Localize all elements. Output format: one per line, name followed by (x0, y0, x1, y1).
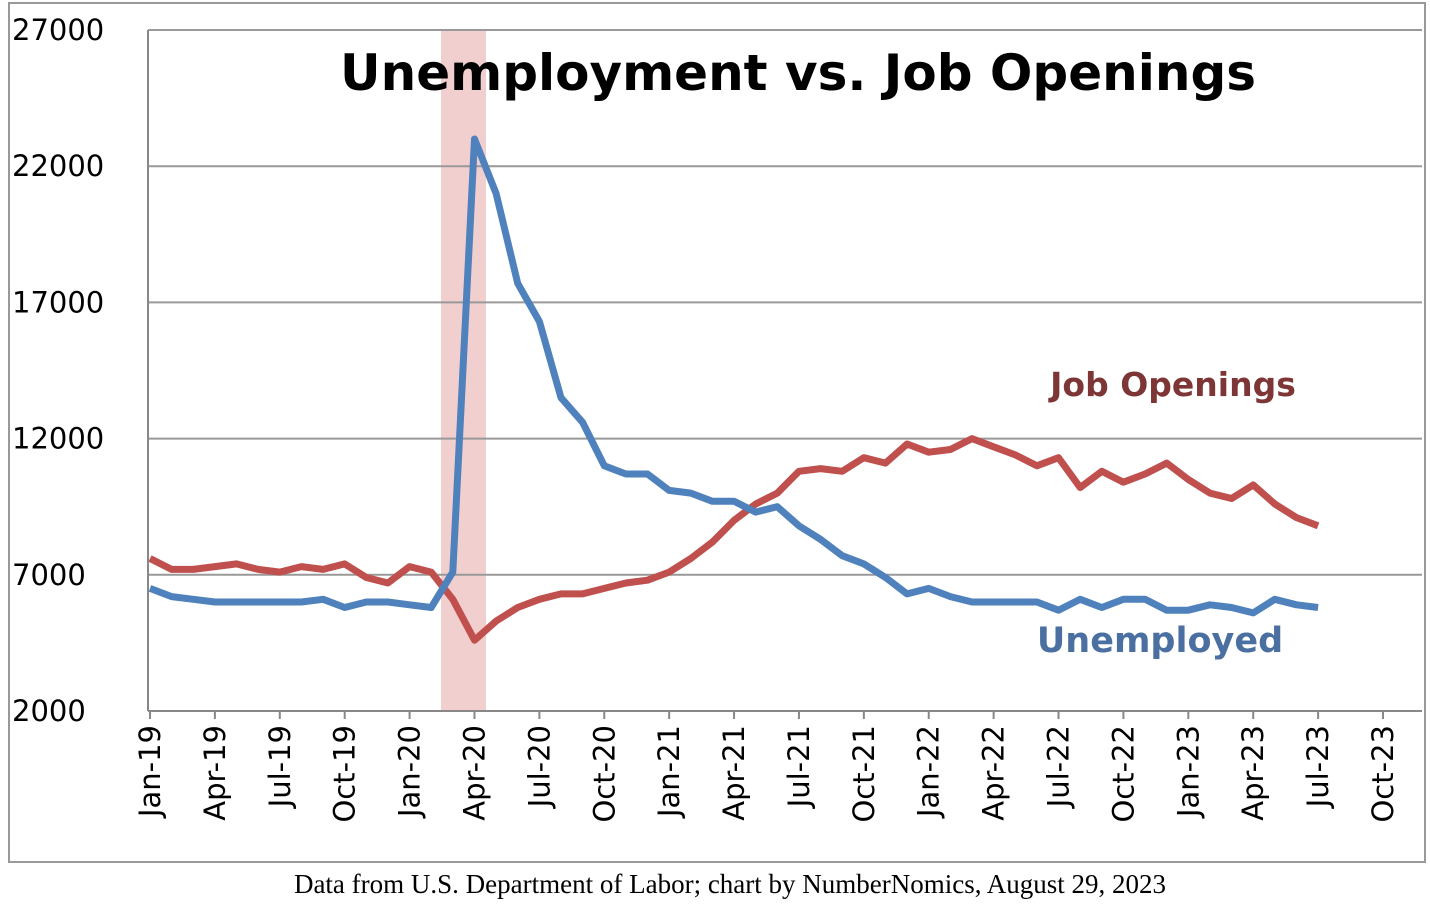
series-line (148, 435, 1320, 644)
x-tick-label: Apr-19 (198, 725, 232, 821)
x-tick-label: Apr-22 (977, 725, 1011, 821)
x-tick-label: Jul-21 (782, 725, 816, 809)
x-tick-label: Apr-21 (717, 725, 751, 821)
caption: Data from U.S. Department of Labor; char… (294, 869, 1166, 899)
lines (148, 135, 1320, 644)
x-tick-label: Jan-22 (912, 725, 946, 819)
x-tick-label: Oct-20 (587, 725, 621, 823)
chart-title: Unemployment vs. Job Openings (340, 44, 1256, 102)
x-tick-label: Oct-19 (328, 725, 362, 823)
x-tick-label: Jul-23 (1301, 725, 1335, 809)
y-tick-label: 17000 (12, 285, 104, 319)
annotation: Unemployed (1037, 621, 1283, 661)
x-tick-label: Apr-20 (457, 725, 491, 821)
x-tick-label: Jul-19 (263, 725, 297, 809)
y-tick-label: 7000 (12, 558, 86, 592)
x-tick-label: Jul-22 (1042, 725, 1076, 809)
y-tick-label: 22000 (12, 149, 104, 183)
x-tick-label: Jan-20 (393, 725, 427, 819)
y-tick-label: 12000 (12, 422, 104, 456)
x-tick-label: Jul-20 (522, 725, 556, 809)
annotation: Job Openings (1048, 365, 1296, 404)
x-tick-label: Apr-23 (1236, 725, 1270, 821)
x-tick-label: Oct-22 (1106, 725, 1140, 823)
x-tick-label: Jan-21 (652, 725, 686, 819)
series-line (148, 135, 1319, 617)
x-tick-label: Jan-19 (133, 725, 167, 819)
x-tick-label: Oct-21 (847, 725, 881, 823)
x-tick-label: Jan-23 (1171, 725, 1205, 819)
y-tick-label: 2000 (12, 694, 86, 728)
y-tick-label: 27000 (12, 13, 104, 47)
x-tick-label: Oct-23 (1366, 725, 1400, 823)
